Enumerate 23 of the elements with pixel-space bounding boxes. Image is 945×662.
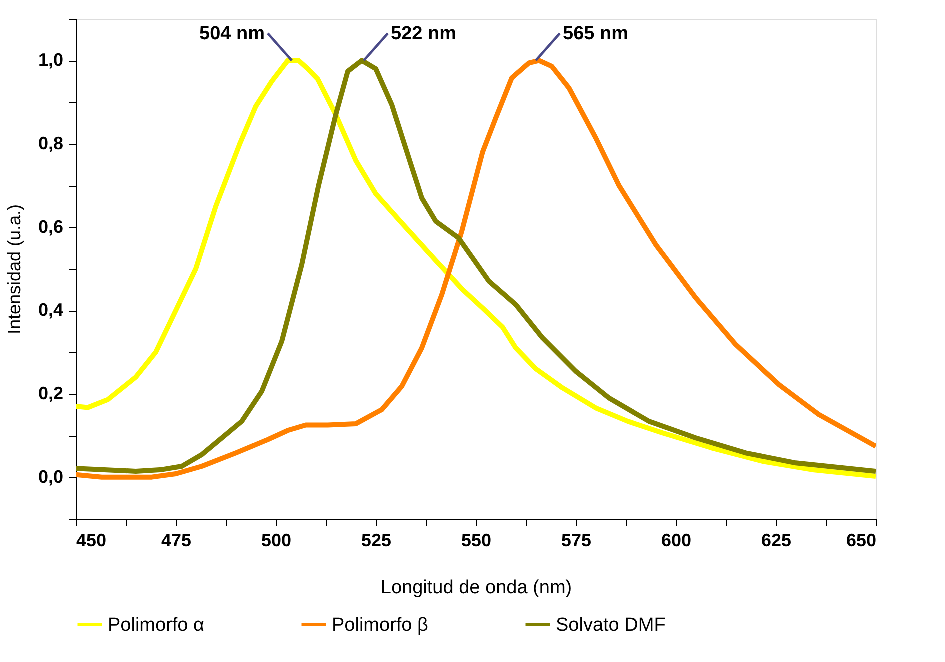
legend-label: Polimorfo α	[108, 615, 205, 636]
y-tick-label: 0,6	[38, 216, 64, 237]
x-tick-label: 525	[361, 530, 392, 550]
x-tick-label: 600	[661, 530, 692, 550]
x-tick-label: 475	[161, 530, 192, 550]
x-tick-label: 450	[76, 530, 107, 550]
x-axis-title: Longitud de onda (nm)	[380, 578, 572, 598]
legend-label: Solvato DMF	[556, 615, 666, 636]
annotation: 504 nm	[200, 24, 265, 45]
y-tick-label: 0,8	[38, 134, 64, 154]
y-tick-label: 0,4	[38, 300, 64, 320]
x-tick-label: 550	[461, 530, 492, 550]
annotation: 565 nm	[563, 24, 628, 45]
legend-label: Polimorfo β	[332, 615, 429, 636]
x-tick-label: 650	[846, 530, 876, 550]
x-tick-label: 575	[561, 530, 592, 550]
x-tick-label: 625	[761, 530, 792, 550]
x-tick-label: 500	[261, 530, 292, 550]
y-tick-label: 0,2	[38, 384, 64, 404]
annotation: 522 nm	[391, 24, 456, 45]
y-tick-label: 0,0	[38, 466, 64, 487]
y-tick-label: 1,0	[38, 50, 64, 70]
y-axis-title: Intensidad (u.a.)	[4, 204, 24, 335]
